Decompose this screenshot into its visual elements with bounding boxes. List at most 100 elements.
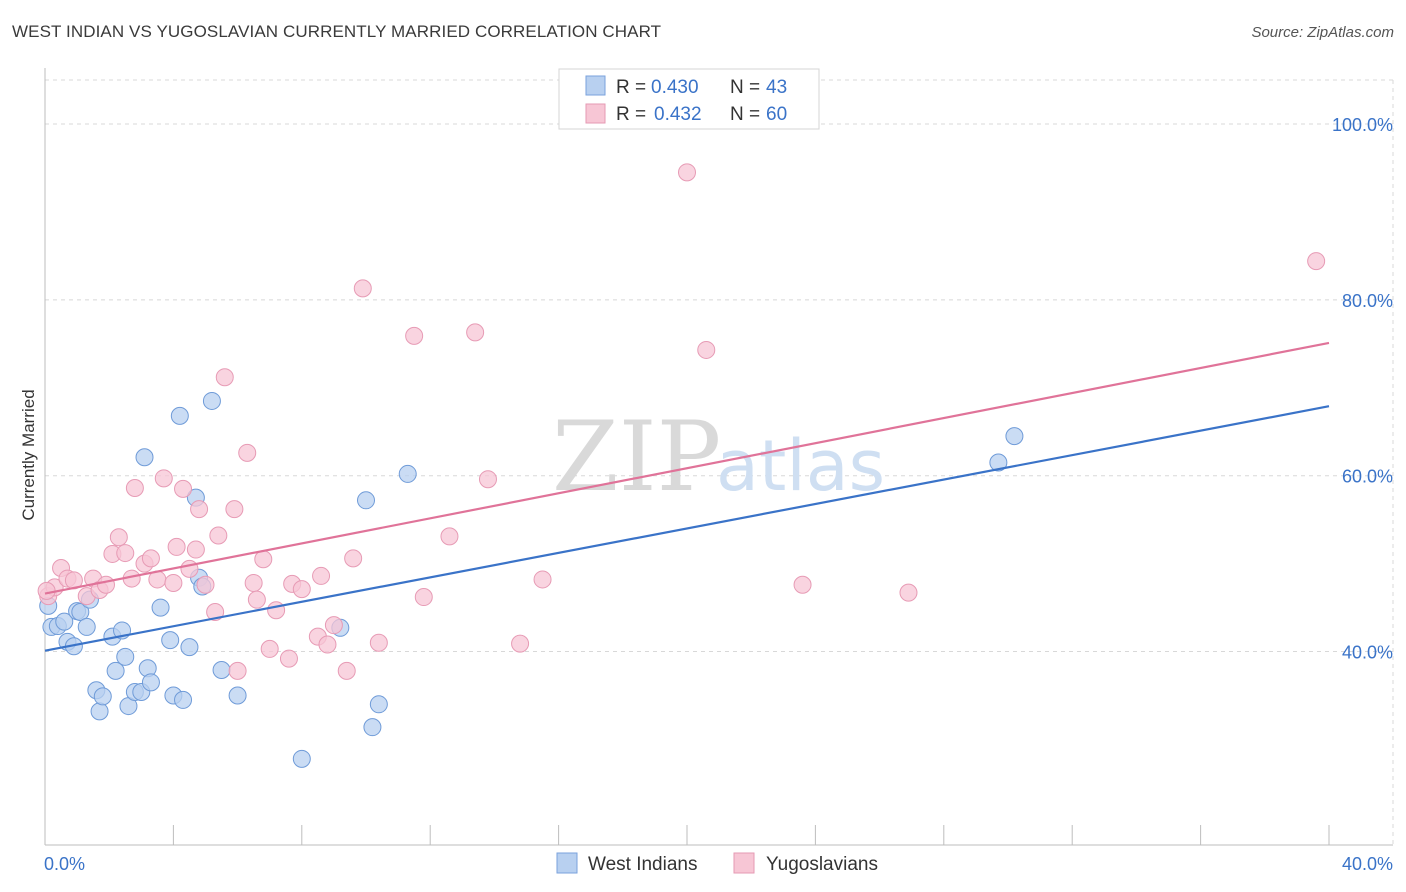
point-west-indians — [989, 453, 1008, 472]
point-yugoslavians — [511, 634, 530, 653]
point-yugoslavians — [196, 575, 215, 594]
point-west-indians — [369, 695, 388, 714]
point-west-indians — [106, 661, 125, 680]
point-yugoslavians — [141, 549, 160, 568]
trend-lines — [44, 341, 1330, 652]
y-tick-label: 40.0% — [1342, 643, 1393, 663]
point-west-indians — [135, 448, 154, 467]
point-yugoslavians — [225, 500, 244, 519]
point-west-indians — [116, 647, 135, 666]
point-yugoslavians — [206, 602, 225, 621]
point-west-indians — [151, 598, 170, 617]
legend-blue-n-label: N = — [730, 77, 760, 98]
legend-pink-r-value: 0.432 — [654, 104, 702, 125]
point-yugoslavians — [186, 540, 205, 559]
bottom-legend-swatch-blue — [556, 852, 578, 874]
legend-swatch-blue — [585, 75, 606, 96]
legend: R = 0.430 N = 43 R = 0.432 N = 60 — [558, 68, 820, 130]
axes — [44, 68, 1393, 846]
watermark: ZIP atlas — [552, 401, 885, 513]
y-tick-labels: 40.0% 60.0% 80.0% 100.0% — [1332, 115, 1393, 663]
legend-pink-n-value: 60 — [766, 104, 787, 125]
point-yugoslavians — [533, 570, 552, 589]
point-west-indians — [141, 673, 160, 692]
x-tick-min: 0.0% — [44, 854, 85, 874]
point-yugoslavians — [344, 549, 363, 568]
point-west-indians — [90, 702, 109, 721]
point-yugoslavians — [440, 527, 459, 546]
legend-swatch-pink — [585, 103, 606, 124]
legend-pink-r-label: R = — [616, 104, 646, 125]
point-west-indians — [71, 602, 90, 621]
point-yugoslavians — [279, 649, 298, 668]
point-yugoslavians — [292, 580, 311, 599]
watermark-zip: ZIP — [552, 401, 721, 513]
point-yugoslavians — [228, 661, 247, 680]
point-west-indians — [202, 391, 221, 410]
point-yugoslavians — [37, 581, 56, 600]
point-yugoslavians — [414, 588, 433, 607]
point-yugoslavians — [116, 544, 135, 563]
legend-blue-n-value: 43 — [766, 77, 787, 98]
point-west-indians — [212, 661, 231, 680]
point-yugoslavians — [697, 340, 716, 359]
bottom-legend-west-indians: West Indians — [588, 854, 697, 875]
chart-title: WEST INDIAN VS YUGOSLAVIAN CURRENTLY MAR… — [12, 22, 662, 41]
point-yugoslavians — [260, 639, 279, 658]
point-yugoslavians — [466, 323, 485, 342]
legend-blue-r-value: 0.430 — [651, 77, 699, 98]
point-west-indians — [357, 491, 375, 510]
y-axis-label: Currently Married — [19, 389, 38, 520]
series-yugoslavians — [37, 163, 1326, 680]
point-yugoslavians — [254, 550, 273, 569]
point-yugoslavians — [267, 601, 286, 620]
bottom-legend-yugoslavians: Yugoslavians — [766, 854, 878, 875]
point-west-indians — [161, 631, 180, 650]
point-yugoslavians — [215, 368, 234, 387]
x-tick-max: 40.0% — [1342, 854, 1393, 874]
legend-blue-r-label: R = — [616, 77, 646, 98]
point-west-indians — [1005, 427, 1024, 446]
trend-west-indians — [44, 405, 1330, 652]
point-west-indians — [55, 612, 74, 631]
point-yugoslavians — [1307, 252, 1326, 271]
point-yugoslavians — [793, 575, 812, 594]
point-west-indians — [174, 690, 193, 709]
point-west-indians — [77, 617, 96, 636]
point-west-indians — [180, 638, 199, 657]
point-west-indians — [170, 406, 189, 425]
point-yugoslavians — [324, 616, 343, 635]
point-yugoslavians — [678, 163, 696, 182]
point-west-indians — [228, 686, 247, 705]
point-yugoslavians — [405, 326, 424, 345]
point-yugoslavians — [180, 559, 199, 578]
y-tick-label: 80.0% — [1342, 291, 1393, 311]
point-yugoslavians — [174, 479, 193, 498]
point-yugoslavians — [337, 661, 356, 680]
point-west-indians — [363, 718, 382, 737]
point-yugoslavians — [244, 573, 263, 592]
y-tick-label: 60.0% — [1342, 467, 1393, 487]
point-west-indians — [93, 687, 112, 706]
point-yugoslavians — [238, 443, 257, 462]
trend-yugoslavians — [44, 341, 1330, 595]
point-yugoslavians — [167, 537, 186, 556]
point-yugoslavians — [109, 528, 128, 547]
point-yugoslavians — [125, 479, 144, 497]
point-yugoslavians — [312, 566, 331, 585]
bottom-legend: West Indians Yugoslavians — [556, 852, 878, 875]
point-yugoslavians — [369, 633, 388, 652]
point-yugoslavians — [154, 469, 173, 488]
point-yugoslavians — [478, 470, 497, 489]
bottom-legend-swatch-pink — [733, 852, 755, 874]
y-tick-label: 100.0% — [1332, 115, 1393, 135]
point-yugoslavians — [190, 500, 209, 519]
point-west-indians — [398, 464, 417, 483]
point-yugoslavians — [353, 279, 372, 298]
watermark-atlas: atlas — [716, 425, 885, 507]
point-yugoslavians — [318, 635, 337, 654]
point-yugoslavians — [96, 575, 115, 594]
point-yugoslavians — [247, 590, 266, 609]
point-yugoslavians — [899, 583, 918, 602]
